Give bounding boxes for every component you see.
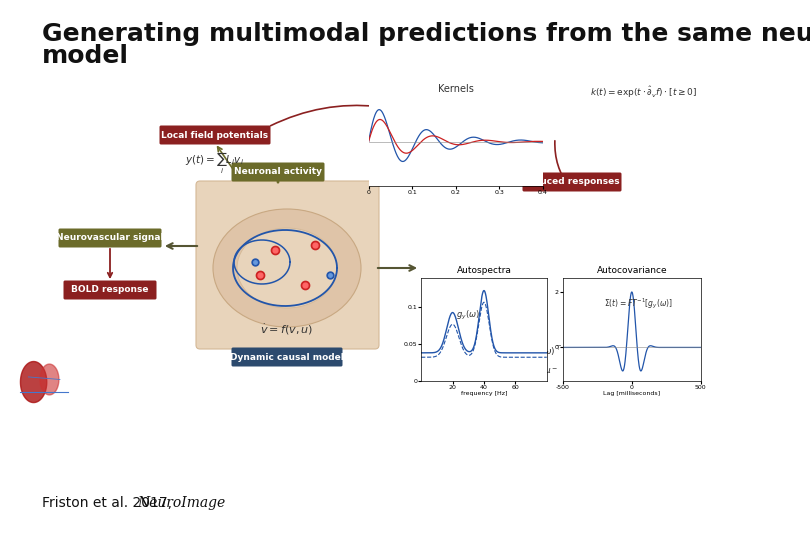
Text: Neuronal activity: Neuronal activity [234, 167, 322, 177]
Text: Autospectra: Autospectra [457, 266, 511, 275]
Text: Friston et al. 2017,: Friston et al. 2017, [42, 496, 177, 510]
X-axis label: Lag [milliseconds]: Lag [milliseconds] [603, 392, 660, 396]
Polygon shape [20, 362, 47, 402]
Ellipse shape [213, 209, 361, 327]
X-axis label: frequency [Hz]: frequency [Hz] [461, 392, 507, 396]
Text: Local field potentials: Local field potentials [161, 131, 269, 139]
Text: BOLD response: BOLD response [71, 286, 149, 294]
Text: $\dot{v} = f(v,u)$: $\dot{v} = f(v,u)$ [260, 323, 313, 337]
FancyBboxPatch shape [58, 228, 161, 247]
Text: $k(t) = \exp(t \cdot \hat{\partial}_v f) \cdot [t \geq 0]$: $k(t) = \exp(t \cdot \hat{\partial}_v f)… [590, 84, 697, 100]
Text: Induced responses: Induced responses [524, 178, 620, 186]
Polygon shape [40, 364, 59, 395]
FancyBboxPatch shape [232, 348, 343, 367]
Text: $g_y(\omega)$: $g_y(\omega)$ [456, 308, 480, 322]
FancyBboxPatch shape [160, 125, 271, 145]
Text: NeuroImage: NeuroImage [137, 496, 225, 510]
Text: $y(t) = \sum_i L_i v_i$: $y(t) = \sum_i L_i v_i$ [185, 150, 245, 176]
Ellipse shape [237, 228, 337, 308]
Text: $K(\omega) = FT[k(t)] = \mu \cdot \frac{1}{j\omega - \lambda} \cdot \mu^-$: $K(\omega) = FT[k(t)] = \mu \cdot \frac{… [430, 363, 558, 381]
FancyBboxPatch shape [63, 280, 156, 300]
Text: Autocovariance: Autocovariance [596, 266, 667, 275]
Text: Generating multimodal predictions from the same neuronal: Generating multimodal predictions from t… [42, 22, 810, 46]
Text: model: model [42, 44, 129, 68]
FancyBboxPatch shape [522, 172, 621, 192]
Text: Kernels: Kernels [437, 84, 474, 93]
Text: $\Sigma(t) = FT^{-1}[g_y(\omega)]$: $\Sigma(t) = FT^{-1}[g_y(\omega)]$ [604, 297, 673, 312]
FancyBboxPatch shape [232, 163, 325, 181]
Text: $g_y(\omega) = L \cdot K(\omega) \cdot g_z(\omega) \cdot K(\omega)^\top \cdot L^: $g_y(\omega) = L \cdot K(\omega) \cdot g… [430, 345, 620, 359]
Text: Dynamic causal model: Dynamic causal model [230, 353, 344, 361]
Text: Neurovascular signal: Neurovascular signal [56, 233, 164, 242]
FancyBboxPatch shape [196, 181, 379, 349]
